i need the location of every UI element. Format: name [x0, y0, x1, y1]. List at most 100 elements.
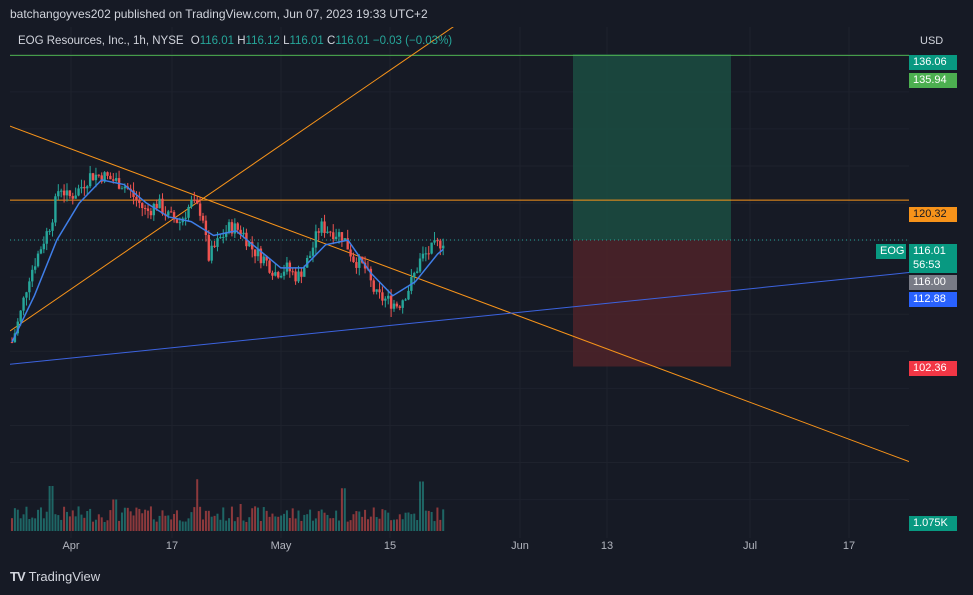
volume-bar — [129, 511, 132, 531]
volume-bar — [262, 507, 265, 531]
candle-body — [213, 245, 216, 247]
candle-body — [381, 292, 384, 301]
volume-bar — [285, 510, 288, 531]
volume-bar — [161, 510, 164, 531]
volume-bar — [332, 518, 335, 531]
x-axis-tick: 15 — [384, 540, 396, 552]
volume-bar — [89, 508, 92, 531]
candle-body — [268, 260, 271, 273]
volume-bar — [204, 510, 207, 531]
candle-body — [352, 256, 355, 263]
price-chart[interactable]: 136.00132.00128.00124.00120.00116.00112.… — [10, 27, 909, 558]
candle-body — [291, 271, 294, 273]
volume-bar — [37, 509, 40, 531]
candle-body — [10, 342, 14, 344]
volume-bar — [132, 515, 135, 531]
tradingview-logo-icon: TV — [10, 569, 26, 584]
candle-body — [169, 211, 173, 213]
volume-bar — [288, 517, 291, 531]
symbol-title[interactable]: EOG Resources, Inc., 1h, NYSE — [18, 35, 184, 47]
candle-body — [207, 235, 210, 261]
chart-frame[interactable]: 136.00132.00128.00124.00120.00116.00112.… — [10, 27, 909, 558]
publisher-header: batchangoyves202 published on TradingVie… — [10, 7, 428, 21]
volume-bar — [97, 514, 100, 531]
volume-bar — [401, 519, 404, 531]
volume-bar — [120, 512, 123, 531]
candle-body — [372, 280, 375, 292]
volume-bar — [395, 519, 398, 531]
stop-price-label: 102.36 — [909, 361, 957, 376]
candle-body — [175, 219, 179, 223]
candle-body — [187, 206, 190, 218]
volume-bar — [230, 506, 233, 531]
volume-bar — [413, 513, 416, 531]
candle-body — [216, 238, 219, 247]
volume-bar — [126, 507, 129, 531]
close-value: 116.01 — [335, 35, 370, 47]
volume-bar — [375, 517, 378, 531]
volume-bar — [149, 506, 152, 531]
candle-body — [36, 253, 40, 267]
volume-bar — [381, 509, 384, 531]
candle-body — [349, 249, 352, 257]
candle-body — [413, 272, 416, 278]
volume-bar — [94, 519, 97, 531]
x-axis-tick: 17 — [166, 540, 178, 552]
volume-bar — [314, 518, 317, 531]
countdown-label: 56:53 — [909, 258, 957, 273]
candle-body — [80, 187, 83, 189]
candle-body — [132, 190, 135, 197]
candle-body — [161, 198, 164, 214]
candle-body — [86, 186, 89, 189]
candle-body — [285, 262, 289, 272]
volume-bar — [323, 512, 326, 531]
close-label: C — [327, 35, 336, 47]
candle-body — [152, 203, 156, 216]
volume-bar — [115, 499, 118, 531]
volume-bar — [225, 520, 228, 531]
footer-branding[interactable]: TV TradingView — [10, 569, 100, 584]
candle-body — [230, 222, 234, 234]
currency-label[interactable]: USD — [920, 35, 944, 47]
volume-bar — [349, 520, 352, 531]
volume-bar — [404, 512, 407, 531]
candle-body — [378, 289, 381, 293]
volume-bar — [274, 516, 277, 531]
candle-body — [19, 310, 22, 322]
candle-body — [106, 172, 109, 176]
candle-body — [167, 211, 170, 216]
volume-bar — [268, 516, 271, 531]
candle-body — [184, 217, 187, 219]
candle-body — [210, 245, 213, 261]
open-value: 116.01 — [199, 35, 235, 47]
candle-body — [97, 174, 101, 176]
candle-body — [158, 198, 161, 209]
candle-body — [248, 241, 251, 247]
entry-price-label: 116.00 — [909, 275, 957, 290]
volume-bar — [222, 507, 225, 531]
volume-bar — [439, 519, 442, 531]
candle-body — [239, 229, 242, 235]
volume-bar — [343, 488, 346, 531]
candle-body — [74, 195, 77, 199]
volume-bar — [236, 517, 239, 531]
volume-bar — [239, 504, 242, 531]
volume-bar — [34, 518, 37, 531]
volume-bar — [48, 486, 51, 531]
candle-body — [415, 271, 419, 273]
candle-body — [233, 223, 237, 234]
candle-body — [384, 298, 387, 301]
candle-body — [123, 186, 127, 189]
trend-placeholder — [10, 300, 909, 439]
candle-body — [300, 271, 303, 277]
candle-body — [109, 175, 112, 180]
volume-bar — [155, 521, 158, 531]
volume-bar — [294, 518, 297, 531]
candle-body — [94, 174, 98, 181]
candle-body — [279, 275, 283, 278]
candle-body — [427, 253, 430, 255]
volume-bar — [398, 514, 401, 531]
volume-bar — [39, 507, 42, 531]
open-label: O — [190, 35, 200, 47]
volume-bar — [265, 510, 268, 531]
